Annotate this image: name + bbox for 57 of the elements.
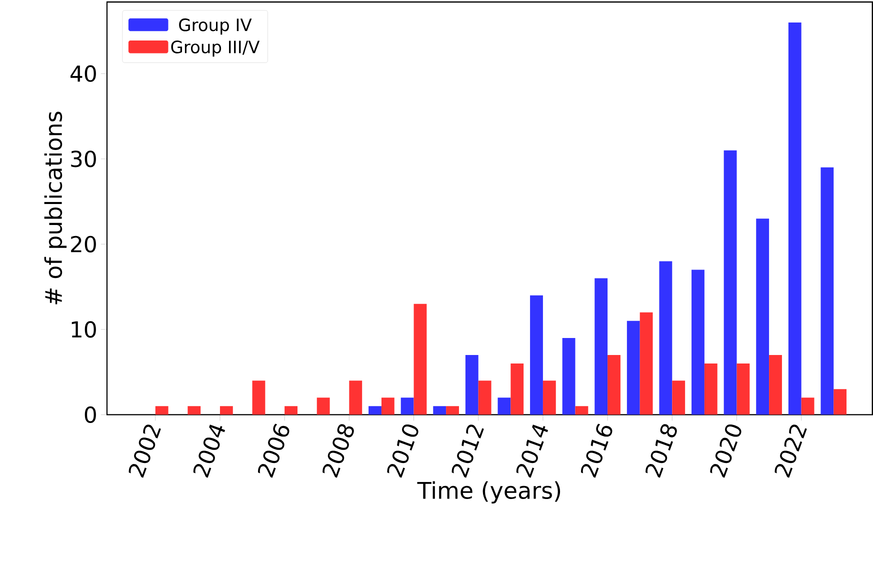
bar	[626, 321, 640, 415]
bar	[562, 338, 576, 415]
y-tick-label: 20	[71, 236, 96, 253]
y-tick-label: 40	[70, 66, 96, 82]
bar	[575, 406, 588, 415]
x-tick-label: 2004	[193, 424, 226, 478]
x-tick-label: 2014	[516, 424, 548, 478]
bar	[252, 380, 266, 415]
bar	[769, 355, 782, 415]
legend-label: Group III/V	[171, 40, 260, 57]
bar	[672, 380, 686, 415]
bar	[414, 304, 427, 415]
bar	[188, 406, 201, 415]
bar	[834, 389, 847, 415]
bar	[594, 278, 608, 415]
bar	[220, 406, 233, 415]
bar	[284, 406, 298, 415]
bar	[349, 380, 362, 415]
y-tick-label: 30	[71, 150, 96, 168]
bar	[446, 406, 459, 415]
y-tick-label: 10	[72, 321, 96, 338]
bar	[704, 364, 718, 415]
y-axis-title: # of publications	[44, 112, 67, 304]
y-tick-label: 0	[84, 406, 96, 424]
bar	[820, 168, 834, 415]
x-tick-label: 2008	[322, 424, 354, 478]
bar	[155, 406, 168, 415]
x-tick-label: 2020	[710, 424, 742, 478]
x-tick-label: 2010	[387, 424, 418, 478]
x-tick-label: 2018	[646, 424, 677, 478]
legend-label: Group IV	[179, 18, 252, 35]
x-tick-label: 2002	[128, 424, 161, 478]
bar	[724, 150, 737, 415]
bar	[608, 355, 620, 415]
x-tick-label: 2006	[258, 424, 290, 478]
x-tick-label: 2012	[452, 424, 484, 478]
bar	[400, 398, 414, 415]
bar	[542, 380, 556, 415]
bar	[692, 270, 704, 415]
bar	[498, 398, 511, 415]
bar	[801, 398, 814, 415]
bar	[640, 312, 653, 415]
x-tick-label: 2022	[774, 424, 807, 478]
bar	[433, 406, 446, 415]
bar	[381, 398, 394, 415]
bar	[530, 296, 543, 415]
bar	[465, 355, 478, 415]
bar	[368, 406, 382, 415]
bar	[316, 398, 330, 415]
x-axis-title: Time (years)	[417, 481, 560, 504]
bar	[478, 380, 492, 415]
bar	[788, 22, 802, 415]
bar	[756, 218, 770, 415]
bar	[510, 364, 524, 415]
bar	[736, 364, 750, 415]
x-tick-label: 2016	[580, 424, 612, 478]
bar	[659, 261, 672, 415]
